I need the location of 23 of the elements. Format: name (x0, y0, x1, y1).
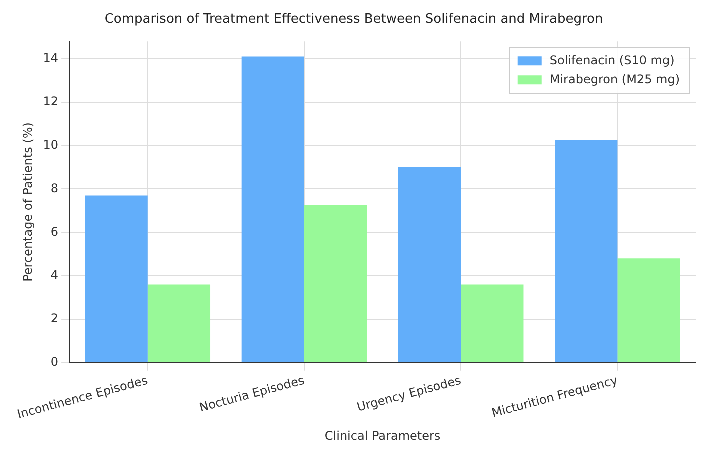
y-tick-label: 12 (43, 94, 59, 109)
y-tick-label: 4 (50, 268, 59, 282)
y-tick-label: 8 (50, 181, 59, 196)
y-tick-label: 2 (50, 312, 59, 326)
bar (618, 258, 680, 362)
y-tick-label: 14 (43, 51, 59, 66)
y-tick-label: 10 (43, 138, 59, 152)
bar (398, 168, 462, 362)
bar (85, 196, 148, 362)
legend-label: Mirabegron (M25 mg) (550, 72, 680, 87)
x-tick-label: Nocturia Episodes (198, 373, 306, 415)
x-tick-label: Urgency Episodes (356, 373, 463, 414)
y-axis-title: Percentage of Patients (%) (21, 122, 36, 282)
x-axis-title: Clinical Parameters (324, 428, 441, 443)
bar (242, 56, 304, 362)
bar (304, 205, 368, 362)
chart-title: Comparison of Treatment Effectiveness Between Solifenacin and Mirabegron (104, 12, 604, 28)
legend-label: Solifenacin (S10 mg) (550, 54, 675, 68)
bar (555, 140, 618, 362)
y-tick-label: 6 (50, 224, 59, 239)
bar (461, 284, 524, 362)
bar (148, 284, 211, 362)
y-tick-label: 0 (50, 355, 59, 370)
